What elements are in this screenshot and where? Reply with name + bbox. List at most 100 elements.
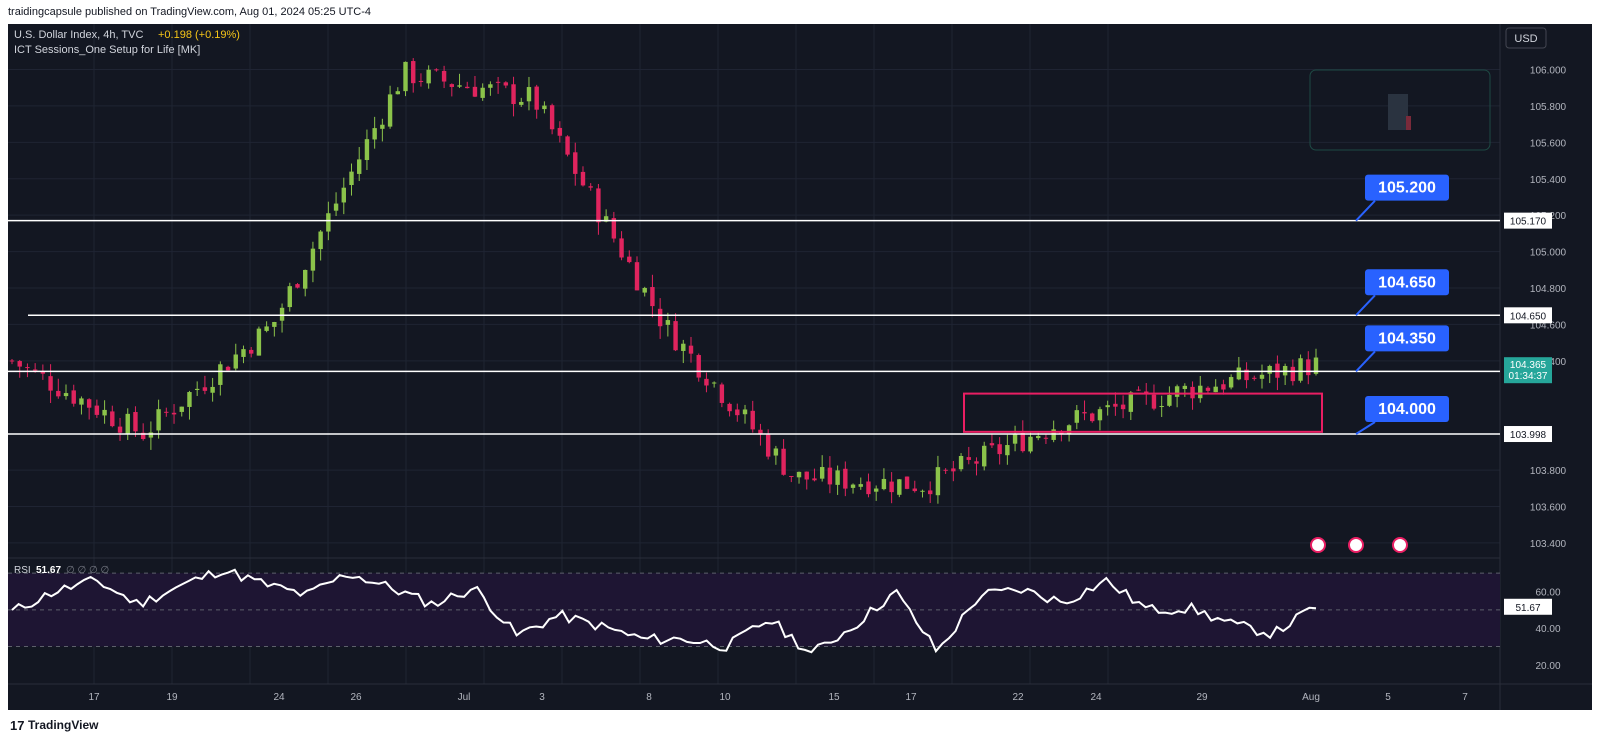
callout-pointer — [1355, 421, 1376, 435]
candle-body — [1236, 367, 1242, 380]
candle-body — [696, 355, 701, 378]
flag-icon — [1348, 537, 1364, 553]
candle-body — [711, 382, 717, 384]
candle-body — [318, 231, 323, 250]
candle-body — [71, 390, 76, 404]
level-axis-label-bg — [1504, 212, 1552, 229]
callout-pointer — [1355, 294, 1376, 316]
candle-body — [750, 410, 755, 430]
candle-body — [1252, 377, 1257, 379]
callout-label: 105.200 — [1378, 180, 1436, 197]
candle-body — [1313, 357, 1319, 374]
rsi-label: RSI — [14, 565, 31, 576]
candle-body — [480, 87, 485, 98]
publisher-bar: traidingcapsule published on TradingView… — [0, 0, 1600, 24]
candle-body — [248, 349, 254, 354]
candle-body — [526, 87, 532, 102]
candle-body — [742, 409, 748, 415]
candle-body — [1159, 406, 1164, 408]
candle-body — [94, 405, 100, 415]
candle-body — [920, 490, 925, 492]
candle-body — [434, 69, 439, 71]
candle-body — [56, 390, 61, 397]
rsi-tick-label: 20.00 — [1535, 661, 1560, 672]
candle-body — [812, 478, 817, 481]
candle-body — [1020, 432, 1025, 452]
chart-area[interactable]: 106.000 105.800 105.600 105.400 105.200 105.0… — [8, 24, 1592, 710]
rsi-header-value: 51.67 — [36, 565, 61, 576]
demand-zone — [963, 392, 1323, 433]
candle-body — [603, 216, 609, 222]
candle-body — [789, 475, 794, 477]
candle-body — [943, 469, 948, 471]
candle-body — [1244, 369, 1249, 381]
candle-body — [1128, 392, 1134, 412]
tradingview-brand: TradingView — [28, 718, 99, 732]
time-tick-label: 10 — [719, 692, 731, 703]
candle-body — [1028, 436, 1033, 452]
price-tick-label: 105.600 — [1530, 138, 1567, 149]
candle-body — [156, 409, 161, 431]
candle-body — [935, 467, 941, 496]
candle-body — [1221, 384, 1226, 390]
candle-body — [333, 203, 339, 211]
candle-body — [1136, 389, 1141, 391]
candle-body — [974, 461, 979, 464]
rsi-tick-label: 60.00 — [1535, 588, 1560, 599]
price-tick-label: 103.400 — [1530, 539, 1567, 550]
price-tick-label: 106.000 — [1530, 66, 1567, 77]
price-tick-label: 105.400 — [1530, 175, 1567, 186]
candle-body — [1290, 366, 1296, 382]
publisher-text: traidingcapsule published on TradingView… — [8, 6, 372, 18]
level-axis-label: 103.998 — [1510, 430, 1547, 441]
candle-body — [1182, 385, 1188, 389]
candle-body — [86, 399, 92, 408]
candle-body — [264, 326, 269, 331]
candle-body — [796, 471, 802, 478]
time-tick-label: Jul — [458, 692, 471, 703]
candle-body — [1097, 409, 1103, 421]
candle-body — [1012, 434, 1018, 444]
candle-body — [457, 85, 462, 87]
time-tick-label: 17 — [88, 692, 100, 703]
currency-button[interactable] — [1505, 27, 1547, 49]
rsi-value-tag-bg — [1504, 598, 1552, 615]
rsi-extra-values: ∅ ∅ ∅ ∅ — [66, 565, 109, 576]
candle-body — [110, 411, 115, 427]
candle-body — [1174, 386, 1180, 397]
candle-body — [418, 80, 424, 82]
time-tick-label: 7 — [1462, 692, 1468, 703]
callout-label: 104.650 — [1378, 274, 1436, 291]
candle-body — [1113, 403, 1118, 407]
candle-body — [951, 468, 956, 472]
candle-body — [1082, 412, 1087, 414]
candle-body — [519, 101, 524, 105]
candle-body — [140, 432, 146, 440]
candle-body — [403, 61, 408, 92]
candle-body — [719, 384, 725, 403]
candle-body — [495, 81, 501, 83]
candle-body — [380, 124, 385, 129]
candle-body — [580, 171, 586, 186]
candle-body — [102, 409, 107, 416]
candle-body — [982, 445, 987, 467]
time-tick-label: 26 — [350, 692, 362, 703]
candle-body — [503, 82, 509, 86]
candle-body — [395, 91, 400, 95]
candle-body — [148, 432, 154, 438]
candle-body — [1167, 394, 1172, 406]
candle-body — [889, 481, 894, 493]
candle-body — [426, 69, 431, 84]
time-tick-label: 19 — [166, 692, 178, 703]
flag-icon — [1392, 537, 1408, 553]
last-price-value: 104.365 — [1510, 360, 1547, 371]
candle-body — [827, 467, 833, 485]
chart-svg[interactable]: 106.000 105.800 105.600 105.400 105.200 105.0… — [8, 24, 1592, 710]
candle-body — [904, 476, 910, 489]
candle-body — [1198, 385, 1203, 399]
candle-body — [32, 369, 38, 371]
callout-pointer — [1355, 350, 1376, 373]
candle-body — [310, 248, 316, 271]
candle-body — [843, 468, 848, 489]
candle-body — [858, 484, 863, 487]
